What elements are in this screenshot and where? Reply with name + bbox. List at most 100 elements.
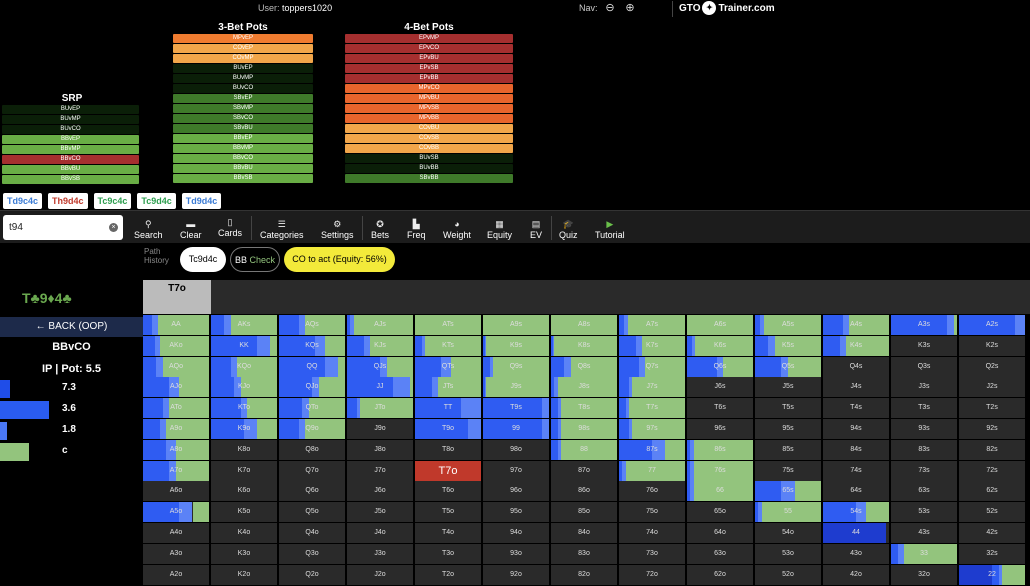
hand-cell-52o[interactable]: 52o <box>755 564 821 585</box>
hand-cell-a5o[interactable]: A5o <box>143 502 209 523</box>
hand-cell-t8o[interactable]: T8o <box>415 439 481 460</box>
pot-button-covbb[interactable]: COvBB <box>345 144 513 153</box>
pot-button-sbvbu[interactable]: SBvBU <box>173 124 313 133</box>
hand-cell-qjs[interactable]: QJs <box>347 356 413 377</box>
hand-cell-kqo[interactable]: KQo <box>211 356 277 377</box>
hand-cell-87o[interactable]: 87o <box>551 460 617 481</box>
hand-cell-k2s[interactable]: K2s <box>959 335 1025 356</box>
pot-button-bbvco[interactable]: BBvCO <box>173 154 313 163</box>
pot-button-buvep[interactable]: BUvEP <box>173 64 313 73</box>
hand-cell-42o[interactable]: 42o <box>823 564 889 585</box>
hand-cell-72s[interactable]: 72s <box>959 460 1025 481</box>
hand-cell-t7s[interactable]: T7s <box>619 398 685 419</box>
hand-cell-j6o[interactable]: J6o <box>347 481 413 502</box>
pot-button-bbvbu[interactable]: BBvBU <box>2 165 139 174</box>
hand-cell-k4s[interactable]: K4s <box>823 335 889 356</box>
hand-cell-a9s[interactable]: A9s <box>483 315 549 335</box>
hand-cell-53o[interactable]: 53o <box>755 543 821 564</box>
hand-cell-52s[interactable]: 52s <box>959 502 1025 523</box>
hand-cell-j3o[interactable]: J3o <box>347 543 413 564</box>
hand-cell-k3s[interactable]: K3s <box>891 335 957 356</box>
hand-cell-65s[interactable]: 65s <box>755 481 821 502</box>
hand-cell-63o[interactable]: 63o <box>687 543 753 564</box>
hand-cell-a3o[interactable]: A3o <box>143 543 209 564</box>
hand-cell-tt[interactable]: TT <box>415 398 481 419</box>
hand-cell-q7o[interactable]: Q7o <box>279 460 345 481</box>
clear-button[interactable]: ▬ Clear <box>180 218 202 240</box>
hand-cell-76s[interactable]: 76s <box>687 460 753 481</box>
hand-cell-92o[interactable]: 92o <box>483 564 549 585</box>
hand-cell-t9o[interactable]: T9o <box>415 419 481 439</box>
pot-button-mpvbb[interactable]: MPvBB <box>345 114 513 123</box>
pot-button-bbvmp[interactable]: BBvMP <box>2 145 139 154</box>
board-chip[interactable]: Th9d4c <box>48 193 88 209</box>
zoom-out-icon[interactable]: ⊖ <box>605 2 615 14</box>
hand-cell-k9o[interactable]: K9o <box>211 419 277 439</box>
hand-cell-54o[interactable]: 54o <box>755 523 821 543</box>
hand-cell-84o[interactable]: 84o <box>551 523 617 543</box>
hand-cell-j4s[interactable]: J4s <box>823 377 889 398</box>
hand-cell-k4o[interactable]: K4o <box>211 523 277 543</box>
hand-cell-99[interactable]: 99 <box>483 419 549 439</box>
settings-button[interactable]: ⚙ Settings <box>321 218 354 240</box>
pot-button-mpvco[interactable]: MPvCO <box>345 84 513 93</box>
hand-cell-a3s[interactable]: A3s <box>891 315 957 335</box>
hand-cell-t9s[interactable]: T9s <box>483 398 549 419</box>
hand-cell-64s[interactable]: 64s <box>823 481 889 502</box>
hand-cell-32s[interactable]: 32s <box>959 543 1025 564</box>
hand-cell-k3o[interactable]: K3o <box>211 543 277 564</box>
hand-cell-83s[interactable]: 83s <box>891 439 957 460</box>
hand-cell-kqs[interactable]: KQs <box>279 335 345 356</box>
hand-cell-t2o[interactable]: T2o <box>415 564 481 585</box>
hand-cell-q6o[interactable]: Q6o <box>279 481 345 502</box>
hand-cell-55[interactable]: 55 <box>755 502 821 523</box>
hand-cell-k8o[interactable]: K8o <box>211 439 277 460</box>
hand-cell-t7o[interactable]: T7o <box>415 460 481 481</box>
pot-button-buvco[interactable]: BUvCO <box>173 84 313 93</box>
pot-button-covmp[interactable]: COvMP <box>173 54 313 63</box>
hand-cell-aqo[interactable]: AQo <box>143 356 209 377</box>
hand-cell-75o[interactable]: 75o <box>619 502 685 523</box>
hand-cell-85s[interactable]: 85s <box>755 439 821 460</box>
board-chip[interactable]: Tc9c4c <box>93 193 132 209</box>
hand-cell-76o[interactable]: 76o <box>619 481 685 502</box>
hand-cell-kk[interactable]: KK <box>211 335 277 356</box>
hand-cell-ato[interactable]: ATo <box>143 398 209 419</box>
hand-cell-73o[interactable]: 73o <box>619 543 685 564</box>
hand-cell-66[interactable]: 66 <box>687 481 753 502</box>
hand-cell-k6s[interactable]: K6s <box>687 335 753 356</box>
hand-cell-ajo[interactable]: AJo <box>143 377 209 398</box>
hand-cell-qq[interactable]: QQ <box>279 356 345 377</box>
hand-cell-a4o[interactable]: A4o <box>143 523 209 543</box>
hand-cell-k9s[interactable]: K9s <box>483 335 549 356</box>
freq-button[interactable]: ▙ Freq <box>407 218 426 240</box>
hand-cell-33[interactable]: 33 <box>891 543 957 564</box>
pot-button-bbvep[interactable]: BBvEP <box>173 134 313 143</box>
hand-cell-t2s[interactable]: T2s <box>959 398 1025 419</box>
pot-button-sbvbb[interactable]: SBvBB <box>345 174 513 183</box>
hand-cell-t8s[interactable]: T8s <box>551 398 617 419</box>
pot-button-buvbb[interactable]: BUvBB <box>345 164 513 173</box>
pot-button-buvmp[interactable]: BUvMP <box>173 74 313 83</box>
hand-cell-q3o[interactable]: Q3o <box>279 543 345 564</box>
pot-button-covbu[interactable]: COvBU <box>345 124 513 133</box>
hand-cell-kjs[interactable]: KJs <box>347 335 413 356</box>
hand-cell-86o[interactable]: 86o <box>551 481 617 502</box>
hand-cell-j8s[interactable]: J8s <box>551 377 617 398</box>
hand-cell-k5s[interactable]: K5s <box>755 335 821 356</box>
hand-cell-ats[interactable]: ATs <box>415 315 481 335</box>
hand-cell-qto[interactable]: QTo <box>279 398 345 419</box>
hand-cell-k8s[interactable]: K8s <box>551 335 617 356</box>
hand-cell-86s[interactable]: 86s <box>687 439 753 460</box>
hand-cell-a7o[interactable]: A7o <box>143 460 209 481</box>
categories-button[interactable]: ☰ Categories <box>260 218 304 240</box>
hand-cell-t5s[interactable]: T5s <box>755 398 821 419</box>
hand-cell-k7s[interactable]: K7s <box>619 335 685 356</box>
pot-button-epvbu[interactable]: EPvBU <box>345 54 513 63</box>
hand-cell-94o[interactable]: 94o <box>483 523 549 543</box>
hand-cell-j8o[interactable]: J8o <box>347 439 413 460</box>
cards-button[interactable]: ▯ Cards <box>218 216 242 238</box>
hand-cell-jts[interactable]: JTs <box>415 377 481 398</box>
hand-cell-q8o[interactable]: Q8o <box>279 439 345 460</box>
pot-button-buvmp[interactable]: BUvMP <box>2 115 139 124</box>
